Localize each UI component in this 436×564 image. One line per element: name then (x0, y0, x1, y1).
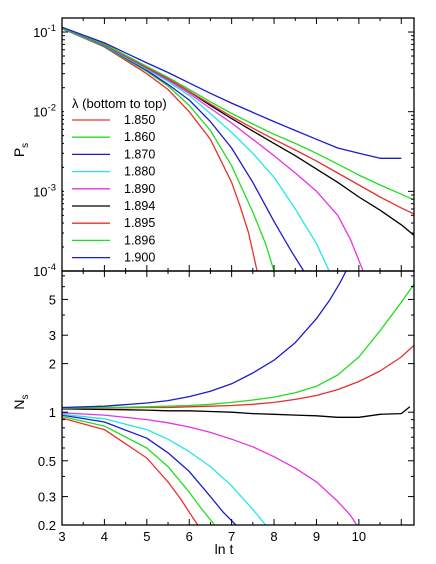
legend-label-1-860: 1.860 (124, 130, 155, 144)
legend-label-1-896: 1.896 (124, 233, 155, 247)
bottom-series-line-1-896 (62, 283, 414, 409)
bottom-series-line-1-870 (62, 414, 237, 525)
legend-label-1-850: 1.850 (124, 113, 155, 127)
top-series-line-1-900 (62, 26, 402, 159)
bottom-y-tick-label: 5 (49, 292, 56, 307)
bottom-series-line-1-900 (62, 271, 347, 409)
legend-label-1-890: 1.890 (124, 182, 155, 196)
top-panel-series (62, 26, 414, 271)
top-y-axis-label: Ps (11, 143, 31, 157)
x-tick-label: 10 (352, 529, 366, 544)
top-series-line-1-890 (62, 27, 364, 271)
x-tick-label: 5 (143, 529, 150, 544)
top-series-line-1-850 (62, 28, 258, 271)
top-y-tick-label: 10-4 (33, 262, 56, 279)
bottom-panel-frame (61, 270, 415, 526)
legend-background (64, 96, 164, 260)
legend-label-1-900: 1.900 (124, 251, 155, 265)
x-tick-label: 7 (228, 529, 235, 544)
legend-label-1-894: 1.894 (124, 199, 155, 213)
top-series-line-1-880 (62, 27, 330, 271)
x-tick-label: 3 (58, 529, 65, 544)
bottom-y-axis-label: Ns (11, 394, 31, 409)
top-y-tick-label: 10-2 (33, 103, 56, 120)
bottom-series-line-1-850 (62, 417, 199, 525)
bottom-y-tick-label: 0.5 (38, 454, 56, 469)
x-tick-label: 4 (101, 529, 108, 544)
legend-entries: 1.850 1.860 1.870 1.880 1.890 1.894 1.895 1.896… (72, 113, 155, 265)
top-series-line-1-896 (62, 26, 414, 201)
legend-title: λ (bottom to top) (72, 96, 167, 111)
x-tick-label: 9 (313, 529, 320, 544)
bottom-series-line-1-860 (62, 415, 216, 525)
legend-label-1-880: 1.880 (124, 165, 155, 179)
top-series-line-1-895 (62, 26, 414, 215)
bottom-y-tick-label: 0.3 (38, 490, 56, 505)
legend-label-1-895: 1.895 (124, 216, 155, 230)
bottom-y-tick-label: 3 (49, 328, 56, 343)
top-y-tick-label: 10-1 (33, 23, 56, 40)
bottom-y-tick-label: 2 (49, 357, 56, 372)
bottom-series-line-1-890 (62, 412, 358, 525)
legend-label-1-870: 1.870 (124, 147, 155, 161)
bottom-series-line-1-880 (62, 413, 267, 525)
bottom-series-line-1-895 (62, 344, 414, 409)
legend: λ (bottom to top) 1.8501.8601.8701.8801.… (64, 96, 167, 265)
x-axis-label: ln t (215, 541, 234, 557)
bottom-series-line-1-894 (62, 406, 411, 418)
top-series-line-1-870 (62, 27, 305, 271)
bottom-y-tick-label: 0.2 (38, 518, 56, 533)
bottom-y-tick-label: 1 (49, 405, 56, 420)
top-y-tick-label: 10-3 (33, 182, 56, 199)
x-tick-label: 6 (186, 529, 193, 544)
x-tick-label: 8 (270, 529, 277, 544)
bottom-panel-series (62, 271, 414, 525)
axis-ticks: 3 4 5 6 7 8 9 10 10-1 10-2 10-3 10-4 0.2 0.3 0.5 1 2 3 5 (33, 18, 414, 544)
